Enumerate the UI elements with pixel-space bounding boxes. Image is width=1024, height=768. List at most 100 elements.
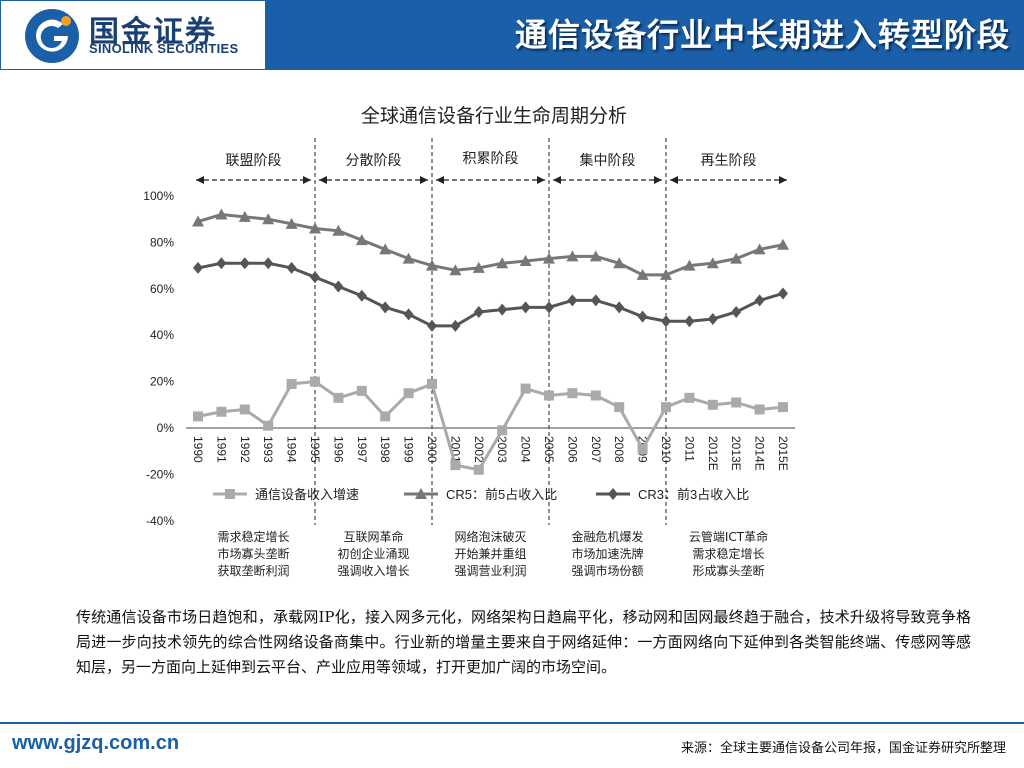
data-point: [778, 402, 788, 413]
x-tick-label: 2010: [659, 436, 673, 463]
data-point: [285, 217, 298, 229]
data-point: [566, 250, 579, 262]
x-tick-label: 2000: [425, 436, 439, 463]
data-point: [216, 406, 227, 417]
phase-note: 需求稳定增长: [692, 546, 764, 561]
legend-label: CR3：前3占收入比: [638, 487, 749, 502]
phase-note: 网络泡沫破灭: [454, 529, 526, 544]
phase-note: 互联网革命: [343, 529, 403, 544]
data-point: [590, 294, 601, 307]
data-point: [544, 390, 554, 401]
data-point: [497, 425, 508, 436]
data-point: [380, 411, 391, 422]
data-point: [614, 402, 625, 413]
y-tick-label: 20%: [150, 375, 174, 389]
data-point: [472, 261, 485, 273]
y-tick-label: 0%: [157, 421, 175, 435]
data-point: [239, 257, 250, 270]
legend-item: CR3：前3占收入比: [596, 487, 749, 502]
x-tick-label: 1997: [355, 436, 369, 463]
legend-label: 通信设备收入增速: [255, 487, 359, 503]
data-point: [309, 222, 321, 234]
data-point: [473, 306, 484, 318]
arrow-head-left-icon: [670, 176, 678, 184]
data-point: [777, 238, 789, 250]
data-point: [590, 390, 601, 401]
data-point: [637, 310, 648, 323]
logo: 国金证券 SINOLINK SECURITIES: [0, 0, 266, 70]
arrow-head-right-icon: [654, 176, 662, 184]
data-point: [637, 443, 648, 454]
legend-item: 通信设备收入增速: [213, 487, 359, 503]
data-point: [193, 411, 203, 422]
data-point: [192, 215, 204, 227]
phase-note: 市场寡头垄断: [217, 546, 289, 561]
x-tick-label: 1999: [402, 436, 416, 463]
phase-label: 联盟阶段: [226, 153, 282, 169]
x-tick-label: 2007: [589, 436, 603, 463]
data-point: [286, 378, 297, 389]
data-point: [379, 243, 392, 255]
data-point: [730, 252, 743, 264]
series-square: [193, 376, 788, 475]
x-tick-label: 2003: [495, 436, 509, 463]
data-point: [355, 234, 368, 246]
x-tick-label: 2006: [565, 436, 579, 463]
data-point: [427, 319, 437, 332]
y-tick-label: 60%: [150, 282, 174, 296]
data-point: [403, 388, 414, 399]
legend-item: CR5：前5占收入比: [404, 487, 557, 502]
x-tick-label: 2011: [682, 436, 696, 462]
data-point: [544, 301, 554, 314]
phase-note: 强调营业利润: [454, 564, 526, 578]
data-point: [450, 319, 461, 332]
phase-note: 形成寡头垄断: [692, 563, 764, 578]
data-point: [636, 268, 649, 280]
data-point: [754, 294, 765, 307]
data-point: [286, 261, 297, 274]
slide-title: 通信设备行业中长期进入转型阶段: [514, 16, 1010, 54]
y-tick-label: 80%: [150, 235, 174, 249]
data-point: [683, 259, 696, 271]
arrow-head-right-icon: [537, 176, 545, 184]
series-line: [197, 261, 784, 328]
series-triangle: [192, 208, 789, 280]
data-point: [660, 268, 672, 280]
sinolink-logo-icon: [25, 9, 79, 63]
arrow-head-right-icon: [779, 176, 787, 184]
data-point: [567, 388, 578, 399]
phase-note: 云管端ICT革命: [689, 529, 768, 544]
phase-note: 市场加速洗牌: [571, 546, 643, 561]
phase-note: 需求稳定增长: [217, 529, 289, 544]
phase-label: 分散阶段: [346, 153, 402, 169]
arrow-head-left-icon: [196, 176, 204, 184]
y-tick-label: -40%: [146, 514, 174, 528]
phase-note: 金融危机爆发: [571, 529, 643, 544]
x-tick-label: 2008: [612, 436, 626, 463]
data-point: [262, 213, 275, 225]
footer-divider: [0, 722, 1024, 724]
header-bar: 国金证券 SINOLINK SECURITIES 通信设备行业中长期进入转型阶段: [0, 0, 1024, 70]
arrow-head-left-icon: [319, 176, 327, 184]
data-point: [450, 460, 461, 471]
data-point: [356, 385, 367, 396]
website-link[interactable]: www.gjzq.com.cn: [12, 732, 180, 754]
data-point: [707, 399, 718, 410]
data-point: [731, 397, 742, 408]
data-point: [707, 312, 718, 325]
y-tick-label: -20%: [146, 467, 174, 481]
logo-chinese-name: 国金证券: [89, 15, 217, 50]
data-point: [263, 420, 274, 431]
x-tick-label: 2005: [542, 436, 556, 463]
data-point: [215, 208, 228, 220]
x-tick-label: 2015E: [776, 436, 790, 471]
x-tick-label: 2014E: [753, 436, 767, 471]
data-point: [402, 252, 415, 264]
data-point: [496, 257, 509, 269]
data-point: [473, 464, 484, 475]
data-point: [193, 261, 203, 274]
data-point: [310, 271, 320, 284]
square-marker: [225, 489, 235, 499]
y-tick-label: 40%: [150, 328, 174, 342]
data-point: [497, 303, 508, 316]
